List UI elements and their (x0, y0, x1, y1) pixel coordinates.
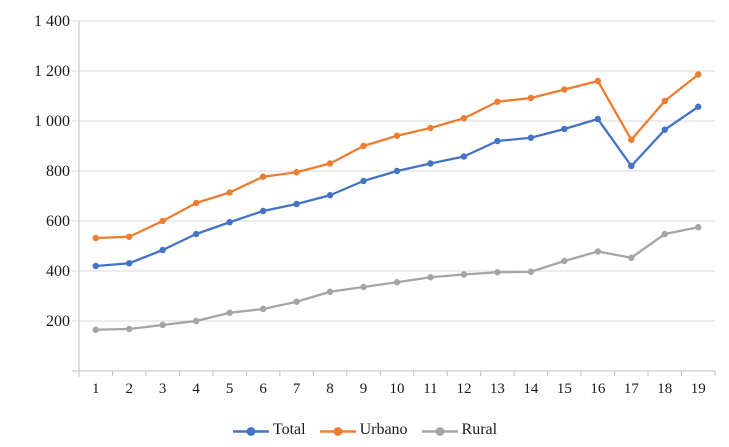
x-axis-label: 1 (92, 381, 100, 397)
legend-label-rural: Rural (461, 421, 498, 438)
data-point-urbano-10 (393, 132, 401, 139)
data-point-total-16 (594, 115, 602, 123)
x-axis-label: 9 (360, 381, 368, 397)
data-point-total-15 (561, 125, 568, 133)
data-point-urbano-1 (92, 234, 99, 242)
data-point-rural-14 (527, 268, 535, 275)
x-axis-label: 7 (293, 381, 301, 397)
x-axis-label: 2 (125, 381, 133, 397)
data-point-total-17 (628, 162, 635, 170)
series-line-total (94, 105, 700, 268)
legend-label-urbano: Urbano (359, 421, 408, 438)
data-point-rural-15 (561, 257, 568, 265)
y-axis-label: 400 (46, 263, 70, 280)
data-point-urbano-13 (494, 98, 501, 105)
data-point-rural-7 (293, 298, 300, 305)
data-point-total-6 (259, 207, 267, 215)
y-axis-label: 200 (46, 313, 70, 330)
data-point-total-8 (326, 192, 334, 199)
data-point-rural-12 (460, 271, 468, 278)
data-point-rural-3 (159, 321, 166, 329)
data-point-urbano-2 (126, 233, 133, 240)
data-point-total-18 (661, 126, 668, 133)
legend-line-dot-icon (421, 426, 458, 436)
data-point-urbano-12 (460, 115, 468, 122)
x-axis-label: 14 (523, 381, 539, 397)
data-point-rural-11 (427, 274, 434, 281)
data-point-total-3 (159, 246, 166, 254)
legend-line-dot-icon (232, 426, 269, 436)
x-axis-label: 13 (490, 381, 505, 397)
data-point-urbano-9 (360, 142, 367, 150)
data-point-rural-8 (326, 288, 334, 295)
data-point-urbano-4 (192, 199, 200, 207)
data-point-rural-5 (226, 309, 233, 316)
data-point-urbano-14 (527, 94, 535, 102)
data-point-urbano-19 (695, 71, 702, 78)
data-point-total-5 (226, 219, 233, 226)
data-point-urbano-3 (159, 217, 166, 225)
x-axis-label: 4 (192, 381, 200, 397)
data-point-rural-17 (628, 254, 635, 261)
y-axis-label: 800 (46, 163, 70, 180)
data-point-rural-13 (494, 269, 501, 276)
legend-line-dot-icon (319, 426, 356, 436)
x-axis-label: 6 (259, 381, 267, 397)
series-line-urbano (94, 73, 700, 240)
x-axis-label: 16 (590, 381, 606, 397)
x-axis-label: 15 (557, 381, 572, 397)
x-axis-label: 8 (326, 381, 334, 397)
data-point-rural-6 (259, 305, 267, 313)
y-axis-label: 600 (46, 213, 70, 230)
legend-item-total: Total (232, 422, 306, 440)
data-point-total-13 (494, 137, 501, 145)
data-point-total-14 (527, 134, 535, 141)
data-point-urbano-15 (561, 86, 568, 93)
legend-item-urbano: Urbano (319, 422, 408, 440)
data-point-total-19 (695, 103, 702, 110)
data-point-rural-4 (192, 317, 200, 325)
data-point-rural-16 (594, 248, 602, 255)
data-point-rural-10 (393, 279, 401, 286)
x-axis-label: 12 (456, 381, 471, 397)
data-point-urbano-17 (628, 136, 635, 143)
data-point-rural-19 (695, 224, 702, 231)
data-point-total-12 (460, 153, 468, 160)
data-point-total-2 (126, 260, 133, 267)
y-axis-label: 1 400 (34, 13, 70, 30)
x-axis-label: 19 (691, 381, 706, 397)
data-point-rural-9 (360, 283, 367, 291)
x-axis-label: 17 (624, 381, 640, 397)
data-point-total-11 (427, 160, 434, 167)
data-point-rural-1 (92, 326, 99, 333)
data-point-urbano-6 (259, 173, 267, 180)
x-axis-label: 5 (226, 381, 234, 397)
chart-legend: Total Urbano Rural (0, 420, 729, 442)
data-point-urbano-18 (661, 97, 668, 105)
data-point-rural-18 (661, 230, 668, 238)
data-point-urbano-7 (293, 169, 300, 176)
data-point-total-10 (393, 167, 401, 175)
x-axis-label: 18 (657, 381, 672, 397)
legend-label-total: Total (272, 421, 306, 438)
y-axis-label: 1 200 (34, 63, 70, 80)
data-point-total-7 (293, 200, 300, 208)
data-point-rural-2 (126, 325, 133, 333)
x-axis-label: 3 (159, 381, 167, 397)
data-point-total-4 (192, 230, 200, 238)
series-line-rural (94, 226, 700, 331)
legend-item-rural: Rural (421, 421, 498, 440)
data-point-urbano-5 (226, 189, 233, 196)
y-axis-label: 1 000 (34, 113, 70, 130)
x-axis-label: 11 (423, 381, 437, 397)
data-point-urbano-11 (427, 124, 434, 132)
data-point-total-1 (92, 262, 99, 270)
x-axis-label: 10 (390, 381, 405, 397)
data-point-urbano-16 (594, 77, 602, 85)
data-point-total-9 (360, 177, 367, 185)
data-point-urbano-8 (326, 160, 334, 167)
